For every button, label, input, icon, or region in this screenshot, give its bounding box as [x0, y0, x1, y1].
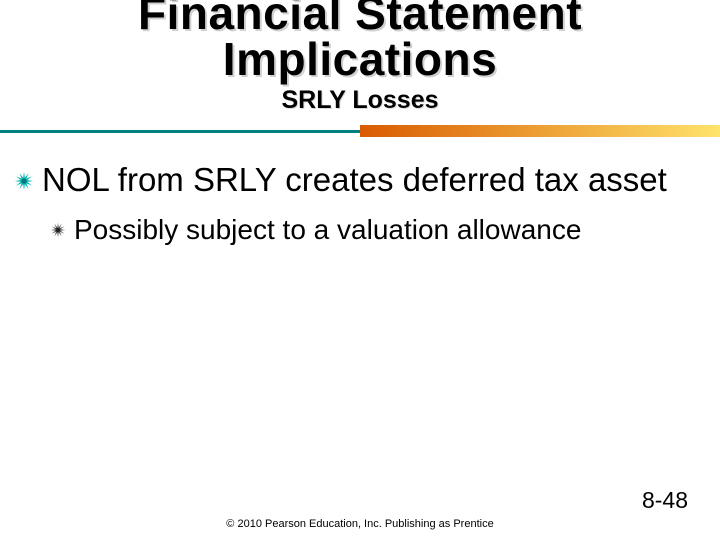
divider-line [0, 130, 360, 133]
divider [0, 125, 720, 137]
content-area: NOL from SRLY creates deferred tax asset [0, 161, 720, 247]
slide: Financial Statement Implications SRLY Lo… [0, 0, 720, 530]
footer-page-number: 8-48 [642, 487, 688, 514]
sunburst-icon [14, 171, 34, 191]
sunburst-small-icon [50, 222, 66, 238]
bullet-1-text: NOL from SRLY creates deferred tax asset [42, 161, 667, 199]
slide-title: Financial Statement Implications [0, 0, 720, 82]
bullet-1a: Possibly subject to a valuation allowanc… [50, 213, 710, 247]
title-line2: Implications [223, 33, 497, 85]
slide-subtitle: SRLY Losses [0, 86, 720, 115]
bullet-1a-text: Possibly subject to a valuation allowanc… [74, 213, 581, 247]
bullet-1: NOL from SRLY creates deferred tax asset [14, 161, 710, 199]
divider-gradient [360, 125, 720, 137]
footer-copyright: © 2010 Pearson Education, Inc. Publishin… [226, 518, 493, 530]
